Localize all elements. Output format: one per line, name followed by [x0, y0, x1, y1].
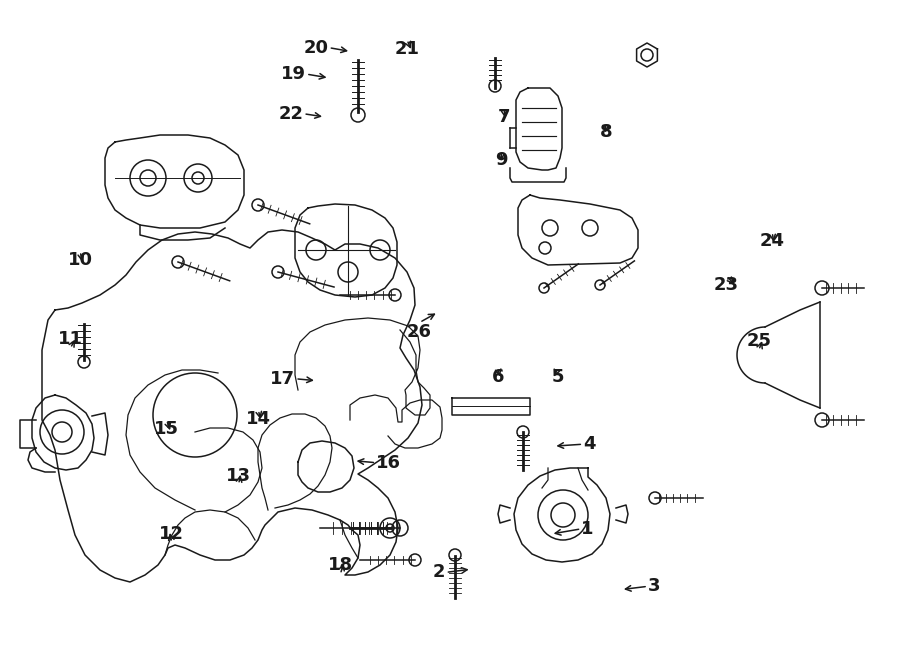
Text: 3: 3 — [648, 577, 661, 596]
Text: 6: 6 — [491, 368, 504, 385]
Text: 9: 9 — [495, 151, 508, 169]
Text: 8: 8 — [599, 123, 612, 141]
Text: 7: 7 — [498, 108, 510, 126]
Text: 17: 17 — [270, 369, 295, 388]
Text: 14: 14 — [246, 410, 271, 428]
Text: 25: 25 — [746, 332, 771, 350]
Text: 19: 19 — [281, 65, 306, 83]
Text: 11: 11 — [58, 330, 83, 348]
Text: 22: 22 — [278, 104, 303, 123]
Text: 24: 24 — [760, 232, 785, 250]
Text: 10: 10 — [68, 251, 93, 269]
Text: 26: 26 — [407, 323, 432, 340]
Text: 21: 21 — [394, 40, 419, 58]
Text: 1: 1 — [581, 520, 594, 538]
Text: 5: 5 — [552, 368, 564, 385]
Text: 4: 4 — [583, 435, 596, 453]
Text: 15: 15 — [154, 420, 179, 438]
Text: 18: 18 — [328, 557, 353, 574]
Text: 2: 2 — [433, 563, 446, 582]
Text: 23: 23 — [714, 276, 739, 293]
Text: 12: 12 — [159, 525, 184, 543]
Text: 16: 16 — [376, 453, 401, 472]
Text: 13: 13 — [226, 467, 251, 485]
Text: 20: 20 — [303, 38, 328, 57]
